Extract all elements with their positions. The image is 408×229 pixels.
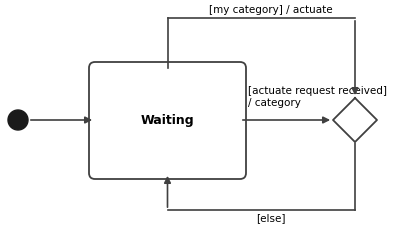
Circle shape: [8, 110, 28, 130]
Polygon shape: [333, 98, 377, 142]
Text: [my category] / actuate: [my category] / actuate: [209, 5, 333, 15]
Text: [else]: [else]: [257, 213, 286, 223]
Text: [actuate request received]
/ category: [actuate request received] / category: [248, 86, 387, 108]
Text: Waiting: Waiting: [141, 114, 194, 127]
FancyBboxPatch shape: [89, 62, 246, 179]
